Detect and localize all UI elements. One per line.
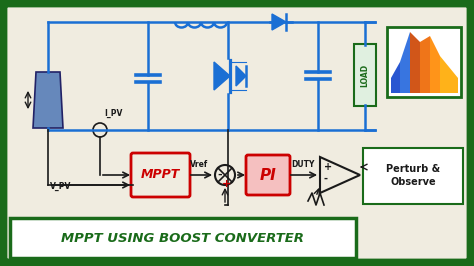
Polygon shape (33, 72, 63, 128)
Polygon shape (236, 66, 246, 86)
Text: +: + (324, 162, 332, 172)
Text: -: - (324, 174, 328, 184)
FancyBboxPatch shape (354, 44, 376, 106)
Text: PI: PI (260, 168, 276, 182)
Text: Observe: Observe (390, 177, 436, 187)
Text: I_PV: I_PV (104, 109, 122, 118)
FancyBboxPatch shape (10, 218, 356, 258)
FancyBboxPatch shape (6, 6, 468, 260)
FancyBboxPatch shape (387, 27, 461, 97)
FancyBboxPatch shape (246, 155, 290, 195)
Text: +: + (222, 179, 231, 189)
Text: DUTY: DUTY (291, 160, 314, 169)
FancyBboxPatch shape (363, 148, 463, 204)
Polygon shape (430, 36, 440, 93)
Polygon shape (320, 157, 360, 193)
Text: V_PV: V_PV (50, 182, 72, 191)
Polygon shape (420, 36, 430, 93)
Polygon shape (440, 56, 458, 93)
Text: Vref: Vref (190, 160, 208, 169)
Circle shape (215, 165, 235, 185)
Polygon shape (400, 32, 410, 93)
Polygon shape (410, 32, 420, 93)
Text: -: - (217, 170, 222, 180)
FancyBboxPatch shape (131, 153, 190, 197)
Text: MPPT: MPPT (141, 168, 180, 181)
Circle shape (93, 123, 107, 137)
Polygon shape (272, 14, 286, 30)
Text: MPPT USING BOOST CONVERTER: MPPT USING BOOST CONVERTER (62, 231, 304, 244)
Text: LOAD: LOAD (361, 63, 370, 86)
Polygon shape (391, 62, 400, 93)
Polygon shape (214, 62, 230, 90)
Text: Perturb &: Perturb & (386, 164, 440, 174)
